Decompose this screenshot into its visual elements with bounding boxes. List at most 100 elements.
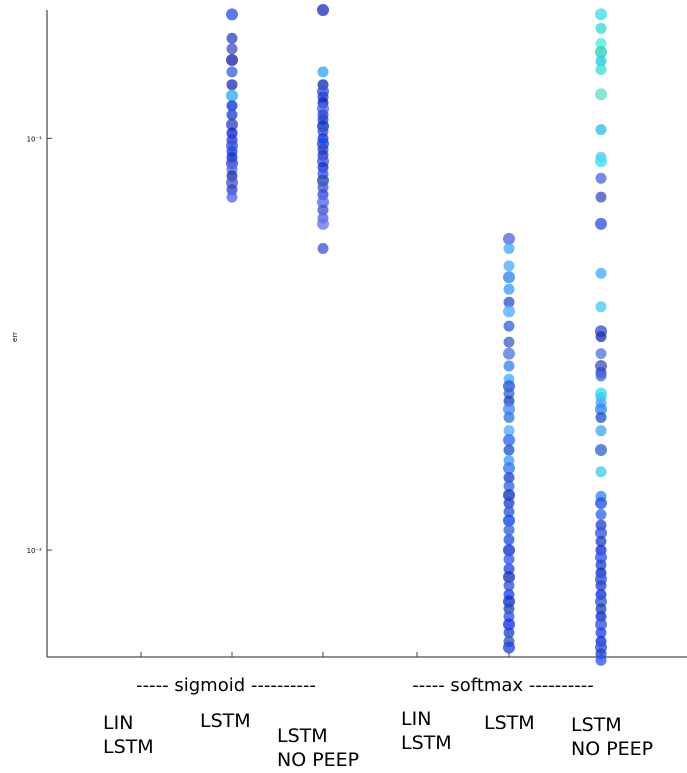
data-point-s3-5 — [595, 63, 607, 75]
data-point-s2-37 — [503, 603, 515, 615]
data-point-s3-46 — [595, 627, 607, 639]
data-point-s0-0 — [226, 8, 238, 21]
data-point-s2-1 — [503, 243, 515, 255]
data-point-s3-40 — [595, 580, 607, 592]
data-point-s0-9 — [226, 118, 238, 131]
data-point-s2-33 — [503, 571, 515, 584]
data-point-s2-34 — [503, 580, 515, 592]
category-label-4-0: LSTM — [484, 712, 535, 734]
data-point-s1-25 — [317, 243, 329, 255]
data-point-s2-7 — [503, 320, 515, 332]
y-tick-label-1: 10⁻² — [27, 547, 43, 555]
data-point-s3-27 — [595, 444, 607, 457]
data-point-s3-1 — [595, 22, 607, 34]
data-point-s3-10 — [595, 172, 607, 184]
scatter-points — [226, 4, 607, 666]
data-point-s2-0 — [503, 232, 515, 245]
category-label-2-0: LSTM — [277, 725, 328, 747]
data-point-s2-8 — [503, 336, 515, 348]
data-point-s2-39 — [503, 618, 515, 631]
data-point-s2-15 — [503, 403, 515, 416]
data-point-s3-6 — [595, 88, 607, 101]
group-label-softmax: ----- softmax ---------- — [412, 675, 594, 696]
data-point-s3-0 — [595, 8, 607, 21]
data-point-s2-42 — [503, 641, 515, 654]
data-point-s2-13 — [503, 388, 515, 400]
category-label-5-0: LSTM — [571, 714, 622, 736]
data-point-s1-0 — [317, 4, 329, 16]
data-point-s2-3 — [503, 271, 515, 284]
data-point-s0-7 — [226, 100, 238, 112]
data-point-s3-16 — [595, 331, 607, 343]
category-label-3-1: LSTM — [401, 732, 452, 754]
data-point-s3-43 — [595, 603, 607, 615]
data-point-s3-24 — [595, 403, 607, 416]
data-point-s1-21 — [317, 196, 329, 209]
data-point-s1-1 — [317, 66, 329, 78]
data-point-s2-2 — [503, 260, 515, 272]
data-point-s0-3 — [226, 53, 238, 66]
data-point-s2-26 — [503, 506, 515, 518]
plot-frame — [46, 10, 687, 658]
data-point-s2-32 — [503, 563, 515, 575]
data-point-s3-12 — [595, 217, 607, 230]
category-label-5-1: NO PEEP — [571, 738, 653, 760]
data-point-s2-30 — [503, 544, 515, 557]
y-axis-label: err — [11, 332, 19, 342]
data-point-s2-40 — [503, 627, 515, 639]
data-point-s2-5 — [503, 296, 515, 308]
data-point-s2-28 — [503, 524, 515, 536]
data-point-s2-9 — [503, 347, 515, 360]
data-point-s3-50 — [595, 654, 607, 666]
category-label-0-1: LSTM — [103, 736, 154, 758]
data-point-s1-22 — [317, 204, 329, 216]
data-point-s3-20 — [595, 370, 607, 382]
data-point-s0-1 — [226, 32, 238, 44]
category-label-2-1: NO PEEP — [277, 749, 359, 771]
data-point-s2-16 — [503, 411, 515, 423]
data-point-s2-22 — [503, 472, 515, 484]
data-point-s3-28 — [595, 466, 607, 478]
data-point-s3-17 — [595, 348, 607, 360]
data-point-s3-33 — [595, 527, 607, 540]
group-label-sigmoid: ----- sigmoid ---------- — [136, 675, 316, 696]
data-point-s0-8 — [226, 109, 238, 121]
data-point-s2-25 — [503, 497, 515, 509]
category-label-0-0: LIN — [103, 712, 133, 734]
category-label-3-0: LIN — [401, 708, 431, 730]
data-point-s2-21 — [503, 462, 515, 475]
data-point-s3-11 — [595, 191, 607, 203]
data-point-s3-3 — [595, 46, 607, 59]
data-point-s3-13 — [595, 267, 607, 279]
data-point-s2-18 — [503, 434, 515, 447]
data-point-s0-20 — [226, 191, 238, 203]
data-point-s0-4 — [226, 66, 238, 78]
data-point-s3-2 — [595, 37, 607, 49]
data-point-s0-5 — [226, 79, 238, 91]
data-point-s2-27 — [503, 514, 515, 527]
data-point-s2-10 — [503, 360, 515, 372]
category-label-1-0: LSTM — [200, 710, 251, 732]
data-point-s3-26 — [595, 425, 607, 437]
data-point-s3-31 — [595, 509, 607, 521]
data-point-s2-23 — [503, 480, 515, 492]
data-point-s3-14 — [595, 301, 607, 313]
data-point-s3-4 — [595, 55, 607, 67]
data-point-s2-19 — [503, 444, 515, 456]
x-tick-marks — [140, 652, 602, 657]
y-tick-marks: 10⁻¹ 10⁻² — [27, 135, 52, 555]
data-point-s2-24 — [503, 489, 515, 502]
data-point-s3-36 — [595, 551, 607, 564]
data-point-s2-6 — [503, 305, 515, 318]
data-point-s2-31 — [503, 553, 515, 565]
data-point-s0-2 — [226, 43, 238, 55]
data-point-s3-45 — [595, 618, 607, 631]
data-point-s2-29 — [503, 534, 515, 546]
data-point-s3-25 — [595, 411, 607, 423]
data-point-s2-17 — [503, 425, 515, 437]
data-point-s3-7 — [595, 124, 607, 136]
data-point-s3-34 — [595, 535, 607, 547]
data-point-s0-6 — [226, 89, 238, 102]
